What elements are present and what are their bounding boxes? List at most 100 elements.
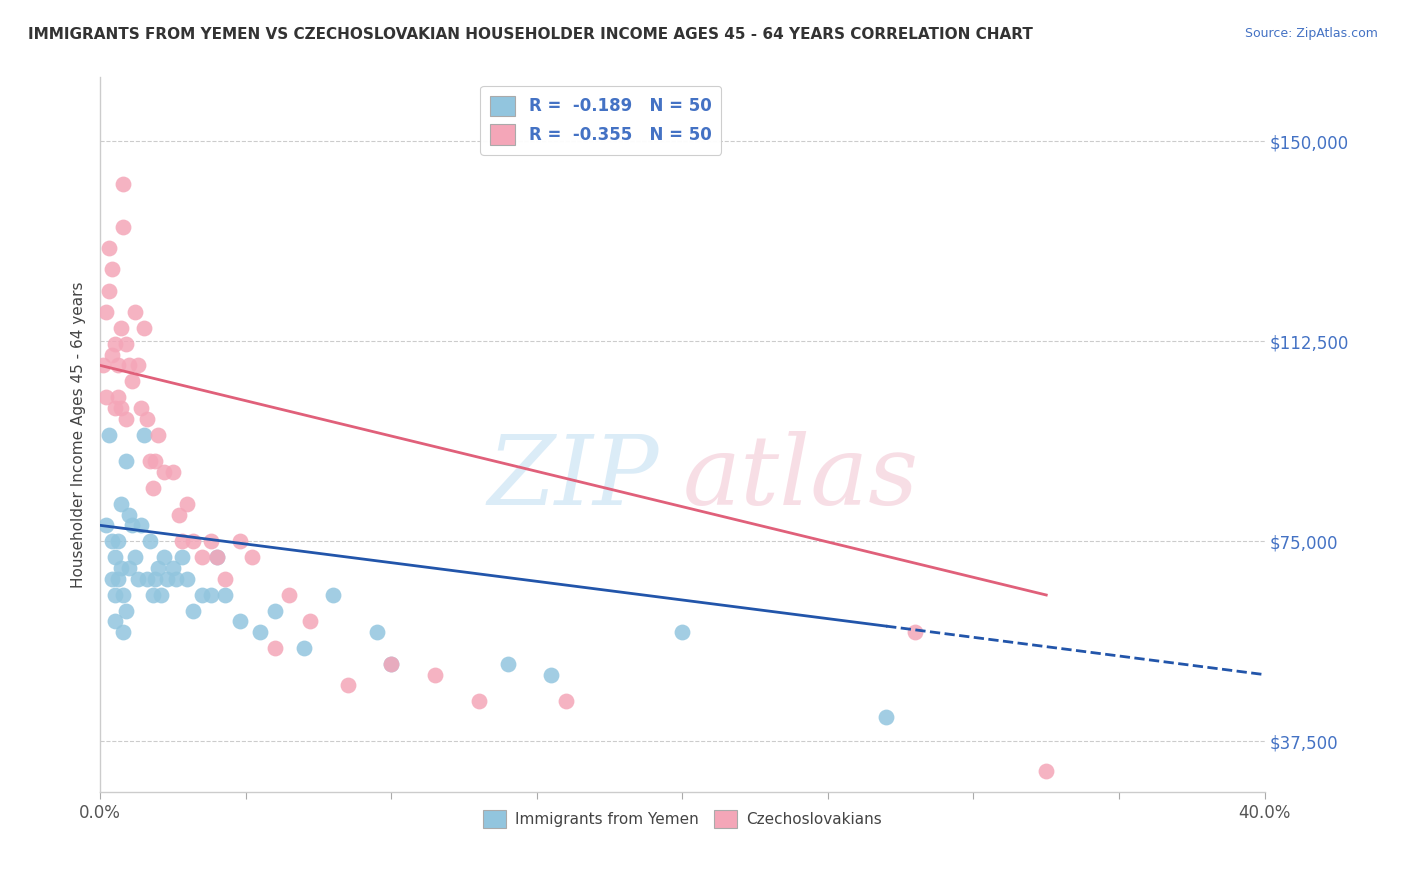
Point (115, 454, 138, 468)
Point (263, 640, 285, 655)
Point (191, 550, 214, 565)
Point (107, 390, 129, 404)
Point (104, 337, 127, 351)
Point (104, 588, 127, 602)
Point (263, 604, 285, 618)
Point (91, 359, 114, 373)
Point (671, 625, 693, 640)
Point (176, 497, 198, 511)
Point (100, 348, 122, 362)
Text: Source: ZipAtlas.com: Source: ZipAtlas.com (1244, 27, 1378, 40)
Text: atlas: atlas (682, 431, 918, 524)
Point (94, 305, 117, 319)
Point (167, 508, 190, 522)
Point (107, 572, 129, 586)
Point (298, 615, 321, 629)
Point (162, 561, 184, 575)
Point (112, 177, 135, 191)
Point (132, 321, 155, 335)
Point (100, 262, 122, 277)
Point (170, 550, 193, 565)
Point (145, 454, 167, 468)
Point (127, 572, 149, 586)
Point (94, 390, 117, 404)
Point (141, 588, 163, 602)
Point (132, 427, 155, 442)
Point (110, 497, 132, 511)
Point (366, 625, 388, 640)
Legend: Immigrants from Yemen, Czechoslovakians: Immigrants from Yemen, Czechoslovakians (477, 804, 889, 834)
Point (118, 359, 141, 373)
Point (141, 481, 163, 495)
Point (904, 625, 927, 640)
Point (129, 518, 152, 533)
Point (380, 657, 402, 671)
Point (540, 667, 562, 681)
Point (191, 588, 214, 602)
Point (496, 657, 519, 671)
Point (336, 678, 359, 692)
Point (176, 572, 198, 586)
Point (240, 550, 263, 565)
Point (249, 625, 271, 640)
Point (138, 534, 160, 549)
Point (100, 534, 122, 549)
Point (170, 534, 193, 549)
Point (1035, 764, 1057, 778)
Text: IMMIGRANTS FROM YEMEN VS CZECHOSLOVAKIAN HOUSEHOLDER INCOME AGES 45 - 64 YEARS C: IMMIGRANTS FROM YEMEN VS CZECHOSLOVAKIAN… (28, 27, 1033, 42)
Point (229, 615, 252, 629)
Point (148, 427, 170, 442)
Point (112, 625, 135, 640)
Point (181, 604, 204, 618)
Point (97, 284, 120, 298)
Point (554, 694, 576, 708)
Point (200, 534, 222, 549)
Point (200, 588, 222, 602)
Point (115, 411, 138, 425)
Point (145, 572, 167, 586)
Text: ZIP: ZIP (488, 431, 659, 524)
Point (104, 615, 127, 629)
Point (100, 572, 122, 586)
Point (467, 694, 489, 708)
Point (112, 219, 135, 234)
Point (115, 337, 138, 351)
Point (110, 401, 132, 415)
Point (97, 427, 120, 442)
Point (150, 588, 173, 602)
Point (121, 375, 143, 389)
Point (115, 604, 138, 618)
Point (181, 534, 204, 549)
Point (292, 640, 315, 655)
Point (124, 305, 146, 319)
Point (104, 401, 127, 415)
Point (118, 508, 141, 522)
Point (423, 667, 446, 681)
Point (94, 518, 117, 533)
Point (107, 359, 129, 373)
Y-axis label: Householder Income Ages 45 - 64 years: Householder Income Ages 45 - 64 years (72, 282, 86, 588)
Point (229, 534, 252, 549)
Point (214, 572, 236, 586)
Point (121, 518, 143, 533)
Point (153, 465, 176, 479)
Point (107, 534, 129, 549)
Point (110, 561, 132, 575)
Point (380, 657, 402, 671)
Point (148, 561, 170, 575)
Point (135, 411, 157, 425)
Point (214, 588, 236, 602)
Point (205, 550, 228, 565)
Point (875, 710, 897, 724)
Point (162, 465, 184, 479)
Point (129, 401, 152, 415)
Point (322, 588, 344, 602)
Point (156, 572, 179, 586)
Point (205, 550, 228, 565)
Point (104, 550, 127, 565)
Point (153, 550, 176, 565)
Point (165, 572, 187, 586)
Point (127, 359, 149, 373)
Point (112, 588, 135, 602)
Point (118, 561, 141, 575)
